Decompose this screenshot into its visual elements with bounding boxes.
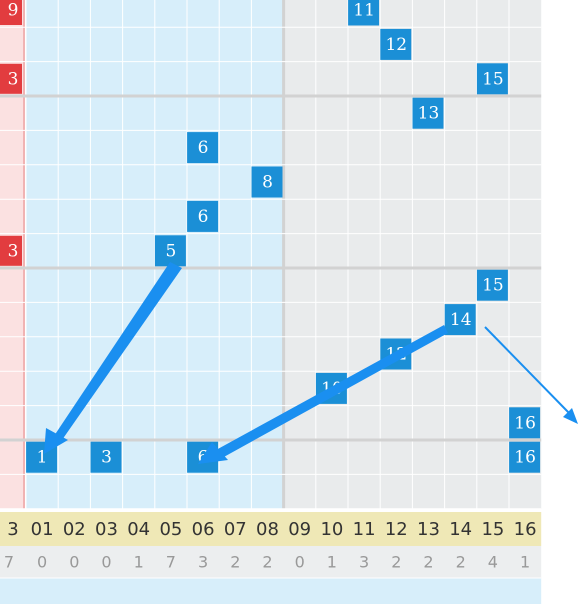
ball: [187, 200, 219, 232]
miss-count: 2: [391, 553, 401, 572]
column-header: 10: [320, 519, 343, 540]
ball: [187, 132, 219, 164]
column-header: 08: [256, 519, 279, 540]
column-header: 02: [63, 519, 86, 540]
red-cell: [0, 63, 22, 94]
ball-number: 5: [165, 241, 176, 261]
red-cell: [0, 235, 22, 266]
column-header: 03: [95, 519, 118, 540]
column-header: 07: [224, 519, 247, 540]
ball-number: 14: [450, 310, 472, 330]
ball: [444, 304, 476, 336]
column-header: 09: [288, 519, 311, 540]
column-header: 11: [353, 519, 376, 540]
miss-count: 2: [262, 553, 272, 572]
miss-count: 0: [69, 553, 79, 572]
arrow: [216, 325, 448, 458]
ball-number: 6: [198, 207, 209, 227]
ball-number: 13: [418, 104, 440, 124]
miss-count: 2: [456, 553, 466, 572]
arrow: [54, 262, 182, 440]
arrow-head: [198, 442, 228, 464]
ball-number: 3: [101, 448, 112, 468]
ball: [476, 63, 508, 95]
column-header: 01: [31, 519, 54, 540]
ball-number: 1: [37, 448, 48, 468]
column-header: 05: [159, 519, 182, 540]
arrow-head: [563, 408, 578, 424]
next-row: [0, 578, 542, 604]
miss-count: 2: [423, 553, 433, 572]
column-header: 16: [514, 519, 537, 540]
red-number: 3: [8, 241, 19, 261]
ball-number: 6: [198, 138, 209, 158]
ball-number: 8: [262, 173, 273, 193]
ball: [251, 166, 283, 198]
trend-arrows: [44, 262, 578, 464]
miss-count: 7: [166, 553, 176, 572]
miss-count: 7: [4, 553, 14, 572]
ball: [90, 441, 122, 473]
miss-count: 0: [295, 553, 305, 572]
header-row: [0, 512, 542, 546]
column-header: 14: [449, 519, 472, 540]
ball: [509, 407, 541, 439]
miss-count: 3: [359, 553, 369, 572]
miss-count: 3: [198, 553, 208, 572]
ball-number: 12: [385, 35, 407, 55]
miss-count: 1: [134, 553, 144, 572]
column-header: 12: [385, 519, 408, 540]
miss-row: [0, 546, 542, 578]
column-header: 13: [417, 519, 440, 540]
ball-number: 15: [482, 276, 504, 296]
red-number: 3: [8, 69, 19, 89]
ball: [154, 235, 186, 267]
ball: [348, 0, 380, 26]
ball-number: 16: [514, 413, 536, 433]
ball: [412, 97, 444, 129]
column-header: 3: [7, 519, 18, 540]
ball-number: 15: [482, 69, 504, 89]
miss-count: 1: [520, 553, 530, 572]
red-number: 9: [8, 1, 19, 21]
miss-count: 0: [37, 553, 47, 572]
miss-count: 1: [327, 553, 337, 572]
column-header: 04: [127, 519, 150, 540]
column-header: 06: [192, 519, 215, 540]
ball: [509, 441, 541, 473]
ball-number: 16: [514, 448, 536, 468]
ball-number: 11: [353, 1, 375, 21]
ball: [476, 269, 508, 301]
arrow: [484, 326, 571, 415]
column-header: 15: [481, 519, 504, 540]
arrow-head: [44, 428, 68, 454]
miss-count: 0: [101, 553, 111, 572]
red-cell: [0, 0, 22, 25]
miss-count: 4: [488, 553, 498, 572]
miss-count: 2: [230, 553, 240, 572]
ball: [380, 28, 412, 60]
